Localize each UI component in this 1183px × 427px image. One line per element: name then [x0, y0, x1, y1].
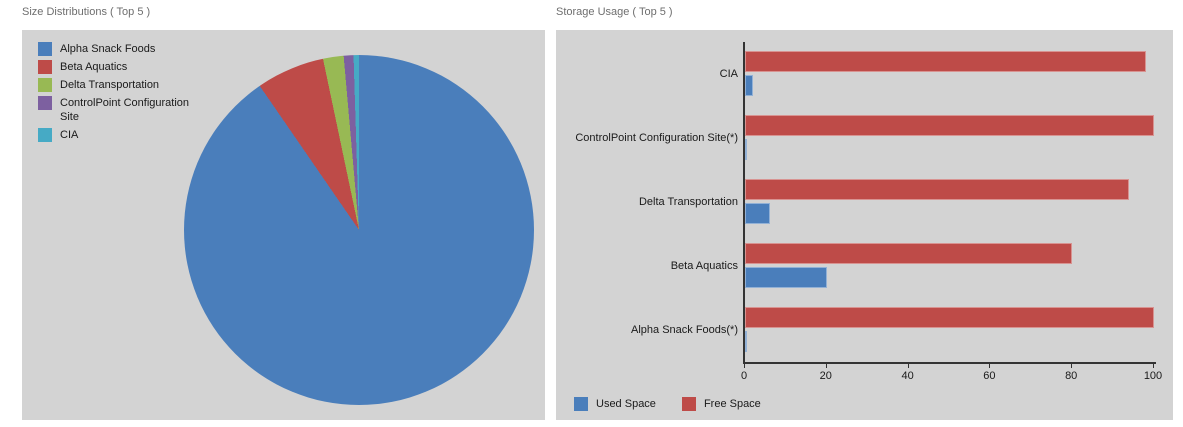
bar-legend-label: Used Space [596, 398, 656, 410]
free-space-bar[interactable] [745, 115, 1154, 136]
x-axis-tick [825, 364, 827, 368]
bar-category-label: Beta Aquatics [670, 260, 738, 272]
x-axis-tick-label: 60 [983, 370, 996, 382]
bar-plot: CIA ControlPoint Configuration Site(*) Del… [556, 30, 1173, 420]
free-space-bar[interactable] [745, 243, 1073, 264]
pie-legend-item: CIA [38, 128, 210, 142]
pie-legend: Alpha Snack Foods Beta Aquatics Delta Tran… [38, 42, 210, 142]
used-space-bar[interactable] [745, 203, 770, 224]
pie-legend-label: Delta Transportation [60, 79, 160, 91]
legend-swatch-icon [38, 42, 52, 56]
legend-swatch-icon [38, 96, 52, 110]
x-axis-line [743, 362, 1156, 364]
x-axis-tick [989, 364, 991, 368]
size-distributions-panel: Alpha Snack Foods Beta Aquatics Delta Tran… [22, 30, 545, 420]
bar-category-label: Delta Transportation [638, 196, 738, 208]
pie-legend-label: Beta Aquatics [60, 61, 128, 73]
legend-swatch-icon [681, 397, 696, 411]
pie-legend-label: Alpha Snack Foods [60, 43, 156, 55]
storage-usage-panel: CIA ControlPoint Configuration Site(*) Del… [556, 30, 1173, 420]
legend-swatch-icon [38, 128, 52, 142]
bar-category-label: Alpha Snack Foods(*) [631, 324, 738, 336]
x-axis-tick-label: 40 [901, 370, 914, 382]
free-space-bar[interactable] [745, 307, 1154, 328]
pie-legend-item: Beta Aquatics [38, 60, 210, 74]
bar-category-label: CIA [719, 68, 738, 80]
pie-legend-label: CIA [60, 129, 79, 141]
used-space-bar[interactable] [745, 139, 748, 160]
bar-legend-item: Used Space [574, 397, 656, 411]
x-axis-tick [744, 364, 745, 368]
used-space-bar[interactable] [745, 331, 748, 352]
bar-legend: Used Space Free Space [574, 397, 761, 411]
x-axis-tick-label: 80 [1065, 370, 1078, 382]
x-axis-tick-label: 20 [819, 370, 832, 382]
y-axis-line [743, 42, 745, 364]
pie-legend-item: Alpha Snack Foods [38, 42, 210, 56]
bar-legend-item: Free Space [681, 397, 761, 411]
legend-swatch-icon [574, 397, 588, 411]
free-space-bar[interactable] [745, 51, 1146, 72]
x-axis-tick [907, 364, 909, 368]
size-distributions-title: Size Distributions ( Top 5 ) [22, 6, 151, 18]
pie-chart[interactable] [184, 55, 534, 405]
legend-swatch-icon [38, 78, 52, 92]
used-space-bar[interactable] [745, 75, 754, 96]
used-space-bar[interactable] [745, 267, 827, 288]
pie-legend-item: ControlPoint Configuration Site [38, 96, 210, 124]
x-axis-tick-label: 100 [1143, 370, 1163, 382]
x-axis-tick [1153, 364, 1154, 368]
bar-legend-label: Free Space [703, 398, 761, 410]
storage-usage-title: Storage Usage ( Top 5 ) [556, 6, 673, 18]
bar-category-label: ControlPoint Configuration Site(*) [575, 132, 738, 144]
legend-swatch-icon [38, 60, 52, 74]
x-axis-tick-label: 0 [740, 370, 748, 382]
pie-legend-label: ControlPoint Configuration Site [60, 97, 190, 123]
free-space-bar[interactable] [745, 179, 1130, 200]
x-axis-tick [1071, 364, 1073, 368]
pie-legend-item: Delta Transportation [38, 78, 210, 92]
